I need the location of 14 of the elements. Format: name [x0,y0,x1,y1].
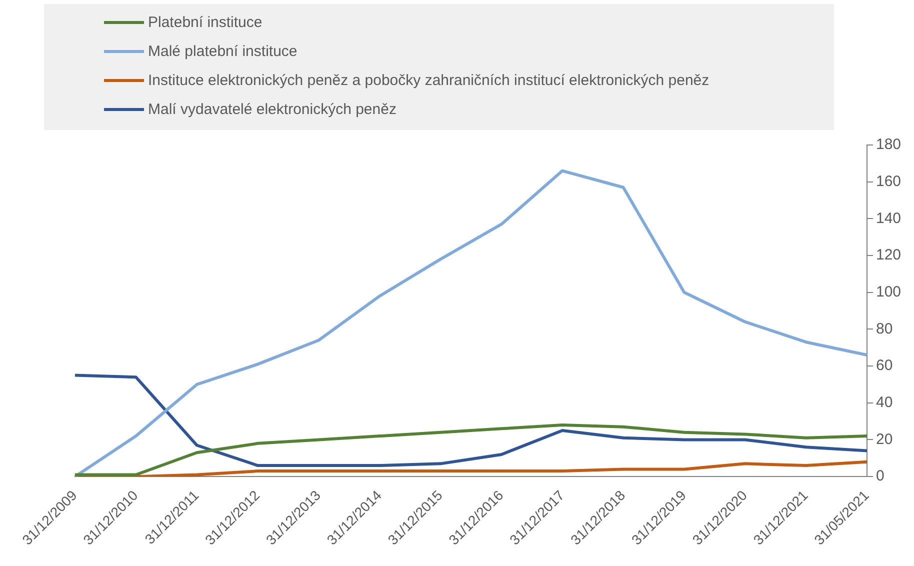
legend-label: Instituce elektronických peněz a pobočky zahraničních institucí elektronických peněz [148,72,710,89]
legend-label: Platební instituce [148,14,262,31]
y-tick-label: 180 [876,136,902,154]
y-tick-label: 120 [876,246,902,264]
y-tick-label: 20 [876,430,893,448]
y-tick-label: 160 [876,172,902,190]
y-tick-label: 100 [876,284,902,301]
y-tick-label: 0 [876,468,884,485]
y-tick-label: 40 [876,394,893,412]
y-tick-label: 60 [876,357,893,374]
legend-label: Malí vydavatelé elektronických peněz [148,101,396,118]
legend-label: Malé platební instituce [148,43,298,60]
y-tick-label: 140 [876,210,902,227]
y-tick-label: 80 [876,320,893,338]
